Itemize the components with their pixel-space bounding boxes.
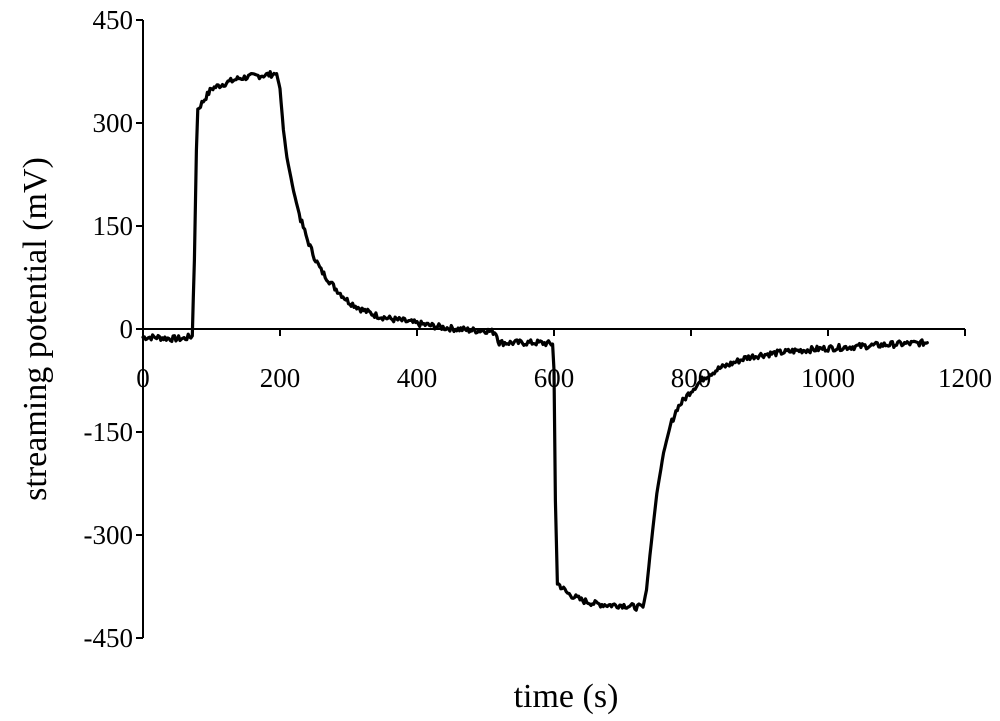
x-axis-title: time (s) bbox=[514, 678, 619, 715]
y-tick-label: 450 bbox=[93, 5, 134, 35]
x-tick-label: 400 bbox=[397, 363, 438, 393]
x-tick-label: 200 bbox=[260, 363, 301, 393]
y-tick-label: -300 bbox=[84, 520, 134, 550]
series-line bbox=[141, 70, 929, 612]
y-tick-label: 0 bbox=[120, 314, 134, 344]
x-tick-label: 1000 bbox=[801, 363, 855, 393]
y-tick-label: 300 bbox=[93, 108, 134, 138]
y-tick-label: -150 bbox=[84, 417, 134, 447]
plot-area bbox=[141, 70, 929, 612]
ticks bbox=[136, 19, 966, 639]
y-tick-label: 150 bbox=[93, 211, 134, 241]
x-tick-label: 0 bbox=[136, 363, 150, 393]
x-tick-label: 1200 bbox=[938, 363, 992, 393]
y-tick-label: -450 bbox=[84, 623, 134, 653]
y-axis-title: streaming potential (mV) bbox=[17, 157, 54, 501]
